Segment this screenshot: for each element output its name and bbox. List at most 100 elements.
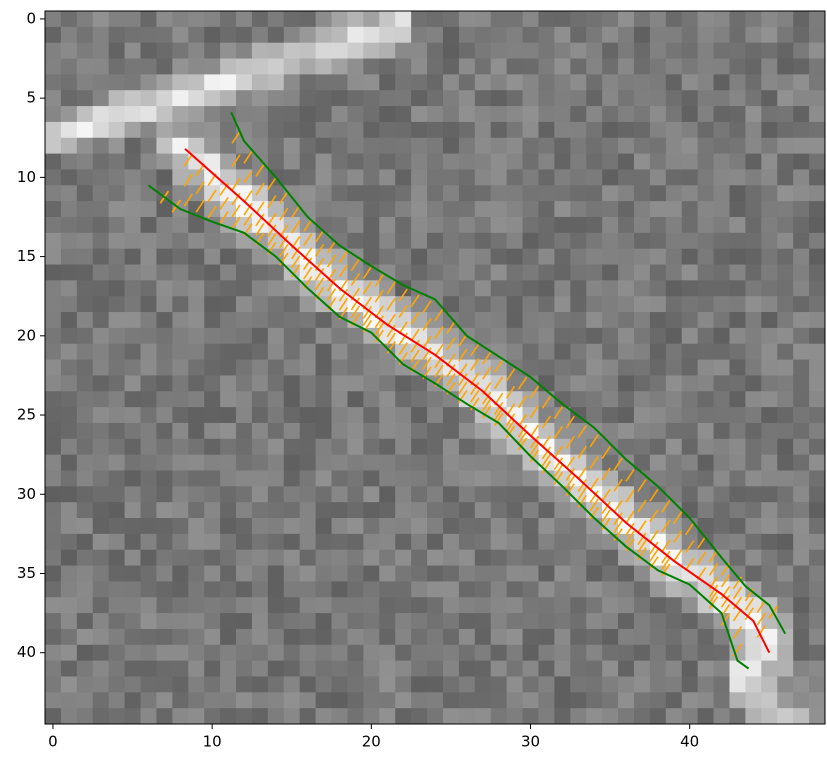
pixel [554, 58, 571, 75]
pixel [713, 264, 731, 281]
pixel [188, 708, 205, 724]
pixel [729, 660, 747, 678]
pixel [761, 248, 778, 266]
pixel [570, 312, 587, 329]
pixel [745, 232, 762, 250]
pixel [618, 232, 635, 250]
hatch [374, 273, 384, 287]
pixel [379, 216, 396, 234]
pixel [681, 692, 699, 709]
pixel [665, 121, 683, 139]
pixel [427, 422, 444, 440]
pixel [92, 185, 110, 202]
hatch [505, 413, 516, 427]
pixel [251, 264, 269, 281]
pixel [283, 343, 301, 361]
pixel [60, 343, 78, 361]
pixel [745, 597, 762, 614]
pixel [45, 644, 62, 662]
pixel [108, 312, 126, 329]
pixel [602, 327, 619, 345]
pixel [92, 708, 110, 724]
pixel [729, 692, 747, 709]
pixel [729, 422, 747, 440]
pixel [618, 343, 635, 361]
pixel [729, 518, 747, 535]
pixel [713, 628, 731, 646]
pixel [379, 359, 396, 377]
pixel [506, 74, 524, 91]
pixel [793, 74, 810, 91]
pixel [761, 422, 778, 440]
pixel [745, 327, 762, 345]
pixel [554, 327, 571, 345]
hatch [649, 556, 659, 570]
pixel [538, 486, 555, 503]
pixel [188, 438, 205, 456]
pixel [458, 90, 476, 107]
pixel [363, 359, 380, 377]
pixel [761, 486, 778, 503]
pixel [777, 628, 794, 646]
pixel [554, 42, 571, 60]
pixel [713, 422, 731, 440]
pixel [442, 486, 460, 503]
pixel [745, 58, 762, 75]
pixel [92, 391, 110, 408]
pixel [665, 613, 683, 630]
pixel [379, 692, 396, 709]
pixel [458, 613, 476, 630]
pixel [681, 232, 699, 250]
pixel [618, 264, 635, 281]
hatch [685, 540, 695, 554]
hatch [541, 435, 552, 449]
pixel [570, 438, 587, 456]
pixel [809, 644, 825, 662]
pixel [586, 312, 603, 329]
pixel [442, 153, 460, 171]
pixel [124, 264, 142, 281]
pixel [522, 644, 540, 662]
pixel [188, 597, 205, 614]
pixel [204, 185, 221, 202]
pixel [204, 597, 221, 614]
pixel [188, 327, 205, 345]
pixel [156, 201, 173, 218]
hatch [505, 368, 516, 382]
hatch [565, 483, 575, 497]
pixel [697, 153, 715, 171]
pixel [188, 422, 205, 440]
pixel [777, 597, 794, 614]
pixel [474, 26, 492, 44]
pixel [331, 312, 349, 329]
pixel [586, 343, 603, 361]
pixel [602, 359, 619, 377]
pixel [76, 486, 94, 503]
hatch [685, 522, 695, 536]
hatch [696, 535, 707, 549]
pixel [602, 121, 619, 139]
pixel [331, 581, 349, 598]
pixel [442, 90, 460, 107]
pixel [697, 613, 715, 630]
pixel [60, 581, 78, 598]
image [45, 11, 825, 724]
hatch [613, 499, 623, 513]
pixel [586, 644, 603, 662]
pixel [124, 359, 142, 377]
pixel [809, 407, 825, 424]
pixel [251, 518, 269, 535]
pixel [618, 486, 635, 503]
pixel [745, 26, 762, 44]
pixel [793, 565, 810, 582]
pixel [395, 42, 412, 60]
pixel [188, 280, 205, 297]
pixel [124, 327, 142, 345]
pixel [554, 137, 571, 155]
pixel [506, 692, 524, 709]
pixel [347, 692, 364, 709]
pixel [745, 121, 762, 139]
hatch [613, 457, 623, 471]
hatch [565, 475, 575, 489]
pixel [633, 581, 651, 598]
